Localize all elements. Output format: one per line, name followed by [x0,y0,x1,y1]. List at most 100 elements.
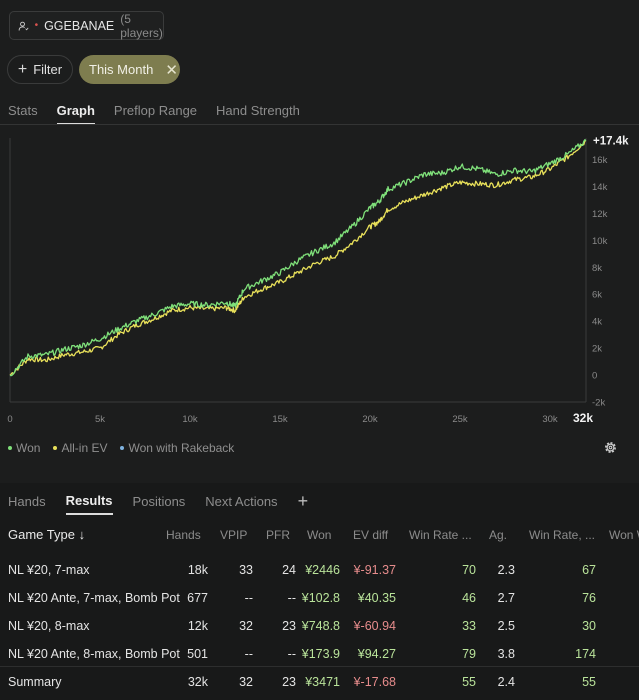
y-tick-label: 8k [592,263,602,274]
tab-next-actions[interactable]: Next Actions [205,494,278,509]
row-game-type: NL ¥20, 8-max [8,619,90,633]
legend-item-all-in-ev[interactable]: All-in EV [53,441,107,455]
tabs-divider [0,124,639,125]
row-win-rate-2: 30 [582,619,596,633]
tab-graph[interactable]: Graph [56,103,95,125]
col-game-type[interactable]: Game Type ↓ [8,527,86,542]
x-tick-label: 30k [542,414,558,425]
summary-pfr: 23 [282,675,296,689]
row-won: ¥173.9 [301,647,340,661]
summary-won: ¥3471 [305,675,340,689]
row-ev-diff: ¥-91.37 [353,563,396,577]
legend-label-won-with-rakeback: Won with Rakeback [128,441,235,455]
date-filter-chip[interactable]: This Month ✕ [79,55,180,84]
plus-icon: + [17,60,28,78]
y-tick-label: 2k [592,344,602,355]
summary-row[interactable]: Summary 32k 32 23 ¥3471 ¥-17.68 55 2.4 5… [0,668,639,696]
row-game-type: NL ¥20, 7-max [8,563,90,577]
results-tabs: Hands Results Positions Next Actions + [8,491,309,515]
row-vpip: 32 [239,619,253,633]
row-hands: 677 [187,591,208,605]
filter-label: Filter [33,62,63,77]
col-won-w[interactable]: Won W [609,528,639,542]
y-tick-label: 12k [592,209,608,220]
row-vpip: -- [244,647,253,661]
y-tick-label: 10k [592,236,608,247]
summary-ev-diff: ¥-17.68 [353,675,396,689]
col-aggression[interactable]: Ag. [489,528,508,542]
status-dot: • [34,20,39,31]
tab-preflop-range[interactable]: Preflop Range [113,103,198,118]
series-line-won [9,139,587,377]
x-tick-label: 20k [362,414,378,425]
row-win-rate: 79 [462,647,476,661]
row-game-type: NL ¥20 Ante, 8-max, Bomb Pot [8,647,180,661]
row-win-rate-2: 67 [582,563,596,577]
col-pfr[interactable]: PFR [266,528,290,542]
tab-hands[interactable]: Hands [8,494,46,509]
row-ev-diff: ¥-60.94 [353,619,396,633]
series-line-all-in-ev [9,140,586,376]
row-vpip: -- [244,591,253,605]
row-aggression: 2.3 [497,563,515,577]
end-value-label: +17.4k [593,136,629,148]
graph-canvas: -2k 0 2k 4k 6k 8k 10k 12k 14k 16k 0 5k 10k 15k 20k 25k 3… [7,136,629,425]
col-win-rate-2[interactable]: Win Rate, ... [529,528,596,542]
filter-button[interactable]: + Filter [7,55,73,84]
x-tick-label: 10k [182,414,198,425]
add-tab-icon[interactable]: + [297,491,309,511]
graph-legend: Won All-in EV Won with Rakeback [8,441,234,455]
gear-icon[interactable] [603,440,618,455]
x-tick-label: 0 [7,414,12,425]
summary-vpip: 32 [239,675,253,689]
x-tick-label: 15k [272,414,288,425]
y-tick-label: 4k [592,317,602,328]
player-group-selector[interactable]: • GGEBANAE (5 players) [9,11,164,40]
summary-divider [0,666,639,667]
col-vpip[interactable]: VPIP [220,528,248,542]
y-tick-label: 14k [592,182,608,193]
summary-hands: 32k [187,675,208,689]
tab-results[interactable]: Results [65,493,113,515]
col-ev-diff[interactable]: EV diff [353,528,389,542]
row-pfr: 24 [282,563,296,577]
summary-label: Summary [8,675,62,689]
row-game-type: NL ¥20 Ante, 7-max, Bomb Pot [8,591,180,605]
table-header: Game Type ↓ Hands VPIP PFR Won EV diff W… [0,520,639,549]
row-hands: 12k [187,619,208,633]
col-won[interactable]: Won [307,528,332,542]
row-won: ¥2446 [305,563,340,577]
row-won: ¥102.8 [301,591,340,605]
row-hands: 501 [187,647,208,661]
table-row[interactable]: NL ¥20 Ante, 8-max, Bomb Pot 501 -- -- ¥… [0,640,639,668]
y-tick-label: 6k [592,290,602,301]
date-filter-label: This Month [89,62,154,77]
table-row[interactable]: NL ¥20, 8-max 12k 32 23 ¥748.8 ¥-60.94 3… [0,612,639,640]
legend-item-won[interactable]: Won [8,441,40,455]
row-ev-diff: ¥94.27 [357,647,396,661]
y-tick-label: 16k [592,155,608,166]
row-aggression: 3.8 [497,647,515,661]
x-tick-label: 25k [452,414,468,425]
row-pfr: 23 [282,619,296,633]
row-won: ¥748.8 [301,619,340,633]
tab-hand-strength[interactable]: Hand Strength [216,103,300,118]
close-icon[interactable]: ✕ [165,61,178,79]
row-vpip: 33 [239,563,253,577]
x-max-label: 32k [573,411,593,425]
summary-aggression: 2.4 [497,675,515,689]
col-win-rate[interactable]: Win Rate ... [409,528,472,542]
table-row[interactable]: NL ¥20 Ante, 7-max, Bomb Pot 677 -- -- ¥… [0,584,639,612]
tab-positions[interactable]: Positions [132,494,186,509]
row-win-rate: 46 [462,591,476,605]
results-panel: Hands Results Positions Next Actions + G… [0,483,639,700]
legend-label-all-in-ev: All-in EV [61,441,108,455]
row-win-rate-2: 76 [582,591,596,605]
legend-label-won: Won [16,441,41,455]
row-aggression: 2.5 [497,619,515,633]
legend-item-won-with-rakeback[interactable]: Won with Rakeback [120,441,234,455]
tab-stats[interactable]: Stats [8,103,38,118]
col-hands[interactable]: Hands [166,528,201,542]
row-win-rate: 33 [462,619,476,633]
table-row[interactable]: NL ¥20, 7-max 18k 33 24 ¥2446 ¥-91.37 70… [0,556,639,584]
